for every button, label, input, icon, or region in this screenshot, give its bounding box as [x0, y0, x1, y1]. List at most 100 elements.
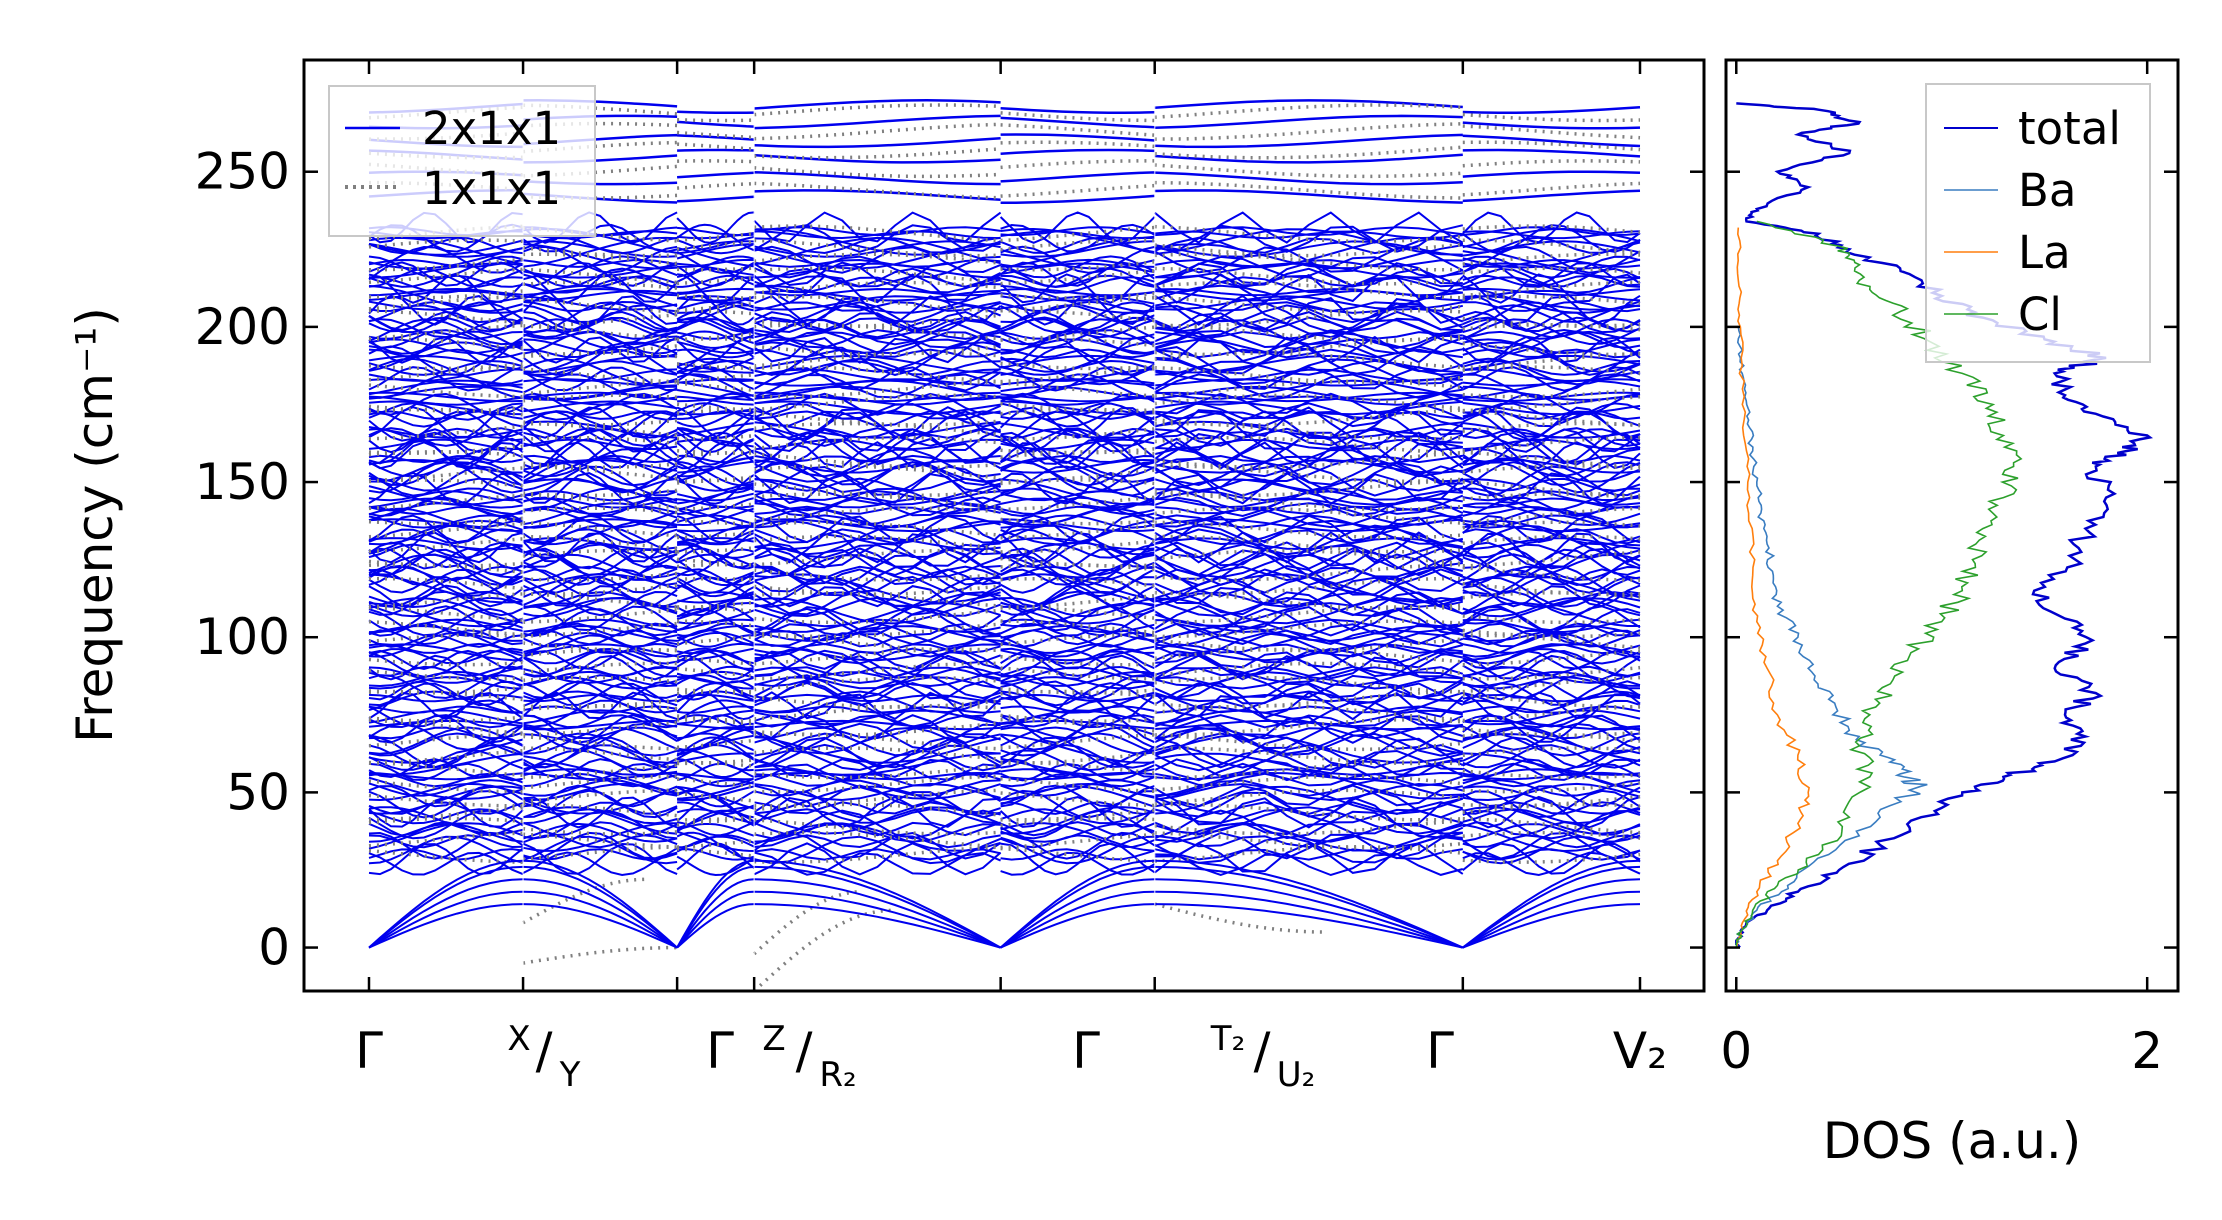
band-line — [368, 400, 1641, 416]
band-line — [368, 365, 1641, 392]
band-line — [368, 584, 1641, 608]
band-line — [368, 357, 1641, 386]
acoustic-branch — [368, 878, 524, 949]
acoustic-branch — [368, 890, 524, 949]
band-line — [368, 236, 1641, 255]
label-v2: V₂ — [1613, 1022, 1667, 1080]
dos-curve-ba — [1735, 326, 1928, 949]
dos-legend-frame — [1925, 83, 2151, 363]
band-line — [368, 258, 1641, 268]
acoustic-branch — [1000, 903, 1155, 949]
label-y-bottom: Y — [559, 1055, 581, 1095]
band-line — [368, 642, 1641, 655]
acoustic-branch — [523, 878, 678, 949]
band-line — [368, 848, 1641, 861]
acoustic-branch — [999, 865, 1155, 949]
legend-label-total: total — [2018, 102, 2121, 155]
band-line — [368, 410, 1641, 421]
band-line — [368, 629, 1641, 646]
acoustic-branch — [1000, 878, 1155, 949]
band-line — [368, 822, 1641, 853]
acoustic-branch — [754, 890, 1001, 949]
band-line — [368, 719, 1641, 731]
band-line — [368, 772, 1641, 788]
band-line — [368, 391, 1641, 403]
legend-label-la: La — [2018, 226, 2071, 279]
band-line — [368, 624, 1641, 643]
acoustic-branch — [1462, 878, 1641, 949]
band-line — [368, 490, 1641, 502]
dos-curve-la — [1735, 227, 1811, 948]
acoustic-branch — [676, 890, 755, 949]
acoustic-branch — [523, 859, 678, 949]
band-line — [368, 601, 1640, 628]
band-line — [368, 242, 1641, 270]
acoustic-branch — [754, 865, 1002, 949]
acoustic-branch — [1154, 859, 1464, 949]
band-ylabel: Frequency (cm⁻¹) — [66, 307, 124, 743]
y-tick-label: 100 — [195, 608, 290, 666]
acoustic-branch — [368, 865, 524, 949]
band-line — [368, 631, 1641, 658]
band-plot-frame — [302, 58, 1706, 993]
dos-curve-total — [1735, 102, 2154, 949]
band-line — [368, 543, 1641, 559]
y-tick-label: 250 — [195, 143, 290, 201]
label-gamma-1: Γ — [355, 1022, 383, 1080]
band-line — [368, 505, 1641, 516]
band-line — [368, 673, 1641, 700]
y-tick-label: 150 — [195, 453, 290, 511]
band-line — [368, 294, 1641, 326]
band-line — [368, 431, 1641, 465]
band-line — [368, 822, 1641, 843]
band-line — [368, 782, 1641, 802]
legend-label-ba: Ba — [2018, 164, 2076, 217]
band-structure-panel: 0 50 100 150 200 250 Frequency (cm⁻¹) Γ X / Y… — [66, 58, 1706, 1095]
band-line — [368, 842, 1641, 876]
label-t2-top: T₂ — [1210, 1019, 1245, 1059]
band-line — [368, 289, 1641, 302]
acoustic-branch — [368, 859, 524, 949]
acoustic-branch — [999, 859, 1155, 949]
band-line — [368, 295, 1641, 311]
band-line — [368, 438, 1641, 451]
label-z-top: Z — [762, 1019, 785, 1059]
acoustic-branch — [368, 903, 524, 949]
band-line — [368, 441, 1641, 470]
soft-mode-line — [522, 877, 647, 925]
y-tick-label: 0 — [258, 919, 290, 977]
acoustic-branch — [523, 865, 678, 949]
band-y-ticks: 0 50 100 150 200 250 — [195, 143, 1704, 977]
band-line — [368, 709, 1641, 726]
acoustic-branch — [523, 890, 678, 949]
band-line — [368, 647, 1641, 665]
band-line — [368, 736, 1641, 769]
acoustic-branch — [676, 878, 755, 949]
reference-bands-1x1x1 — [368, 103, 1641, 991]
acoustic-branch — [1154, 865, 1464, 949]
band-legend: 2x1x1 1x1x1 — [328, 85, 596, 237]
band-line — [368, 341, 1641, 373]
band-line — [368, 762, 1641, 782]
acoustic-branch — [1462, 865, 1641, 949]
band-line — [368, 795, 1641, 829]
soft-mode-line — [1154, 902, 1325, 934]
acoustic-branch — [676, 903, 755, 949]
band-line — [368, 779, 1641, 797]
dos-x-tick-label: 2 — [2131, 1022, 2163, 1080]
acoustic-branch — [1462, 859, 1641, 949]
acoustic-branch — [1000, 890, 1155, 949]
band-line — [368, 223, 1641, 253]
band-line — [368, 524, 1641, 556]
label-slash-zr: / — [796, 1022, 813, 1080]
band-line — [368, 654, 1641, 681]
band-line — [368, 733, 1641, 764]
label-r2-bottom: R₂ — [819, 1055, 856, 1095]
legend-label-2x1x1: 2x1x1 — [422, 102, 561, 155]
band-x-ticks — [367, 60, 1642, 991]
band-line — [368, 784, 1641, 808]
optical-bands — [368, 99, 1641, 877]
high-symmetry-labels: Γ X / Y Γ Z / R₂ Γ T₂ / U₂ Γ V₂ — [355, 1019, 1667, 1095]
